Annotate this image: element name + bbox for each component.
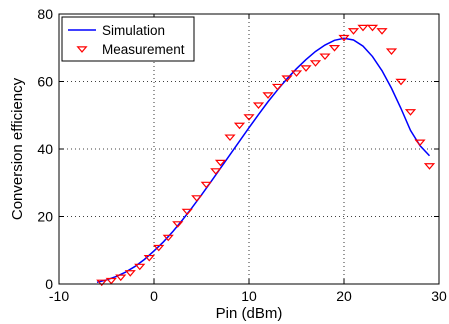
y-tick-label: 0 [45, 276, 53, 292]
measurement-point [191, 195, 203, 202]
y-tick-label: 80 [37, 6, 53, 22]
x-tick-label: 30 [431, 288, 447, 304]
y-tick-label: 40 [37, 141, 53, 157]
measurement-point [210, 168, 222, 175]
measurement-point [281, 75, 293, 82]
measurement-point [404, 109, 417, 116]
legend-measurement-marker [76, 46, 88, 53]
measurement-point [309, 60, 322, 67]
measurement-point [200, 181, 212, 189]
measurement-point [233, 122, 246, 130]
measurement-point [172, 221, 184, 228]
x-tick-label: -10 [49, 288, 69, 304]
measurement-point [385, 48, 398, 55]
measurement-point [162, 234, 174, 242]
measurement-point [243, 114, 255, 121]
y-tick-label: 60 [37, 74, 53, 90]
x-tick-label: 10 [241, 288, 257, 304]
measurement-point [347, 28, 360, 35]
measurement-point [252, 102, 265, 109]
legend: Simulation Measurement [61, 16, 195, 62]
measurement-point [357, 24, 369, 32]
series-line-simulation [96, 37, 431, 284]
measurement-point [338, 34, 350, 42]
legend-box [61, 16, 195, 62]
legend-simulation-label: Simulation [102, 23, 165, 38]
x-tick-label: 20 [336, 288, 352, 304]
y-tick-label: 20 [37, 209, 53, 225]
legend-measurement-label: Measurement [102, 42, 185, 57]
measurement-point [271, 83, 284, 91]
measurement-point [423, 163, 436, 170]
x-tick-label: 0 [150, 288, 158, 304]
measurement-point [300, 65, 312, 72]
measurement-point [134, 263, 146, 271]
measurement-point [366, 24, 379, 32]
measurement-point [262, 92, 274, 99]
measurement-point [181, 208, 193, 216]
measurement-point [376, 28, 388, 35]
measurement-point [143, 254, 155, 262]
y-axis-label: Conversion efficiency [9, 77, 26, 220]
measurement-point [328, 45, 341, 52]
measurement-point [124, 270, 136, 277]
measurement-point [224, 134, 236, 142]
measurement-point [395, 78, 407, 86]
measurement-point [115, 274, 127, 282]
measurement-point [319, 53, 331, 61]
x-axis-label: Pin (dBm) [216, 305, 283, 322]
measurement-point [290, 70, 303, 77]
measurement-point [105, 277, 117, 285]
measurement-point [153, 244, 165, 252]
data-layer [96, 24, 436, 287]
measurement-point [414, 139, 426, 147]
measurement-point [96, 279, 108, 287]
measurement-point [214, 159, 227, 167]
